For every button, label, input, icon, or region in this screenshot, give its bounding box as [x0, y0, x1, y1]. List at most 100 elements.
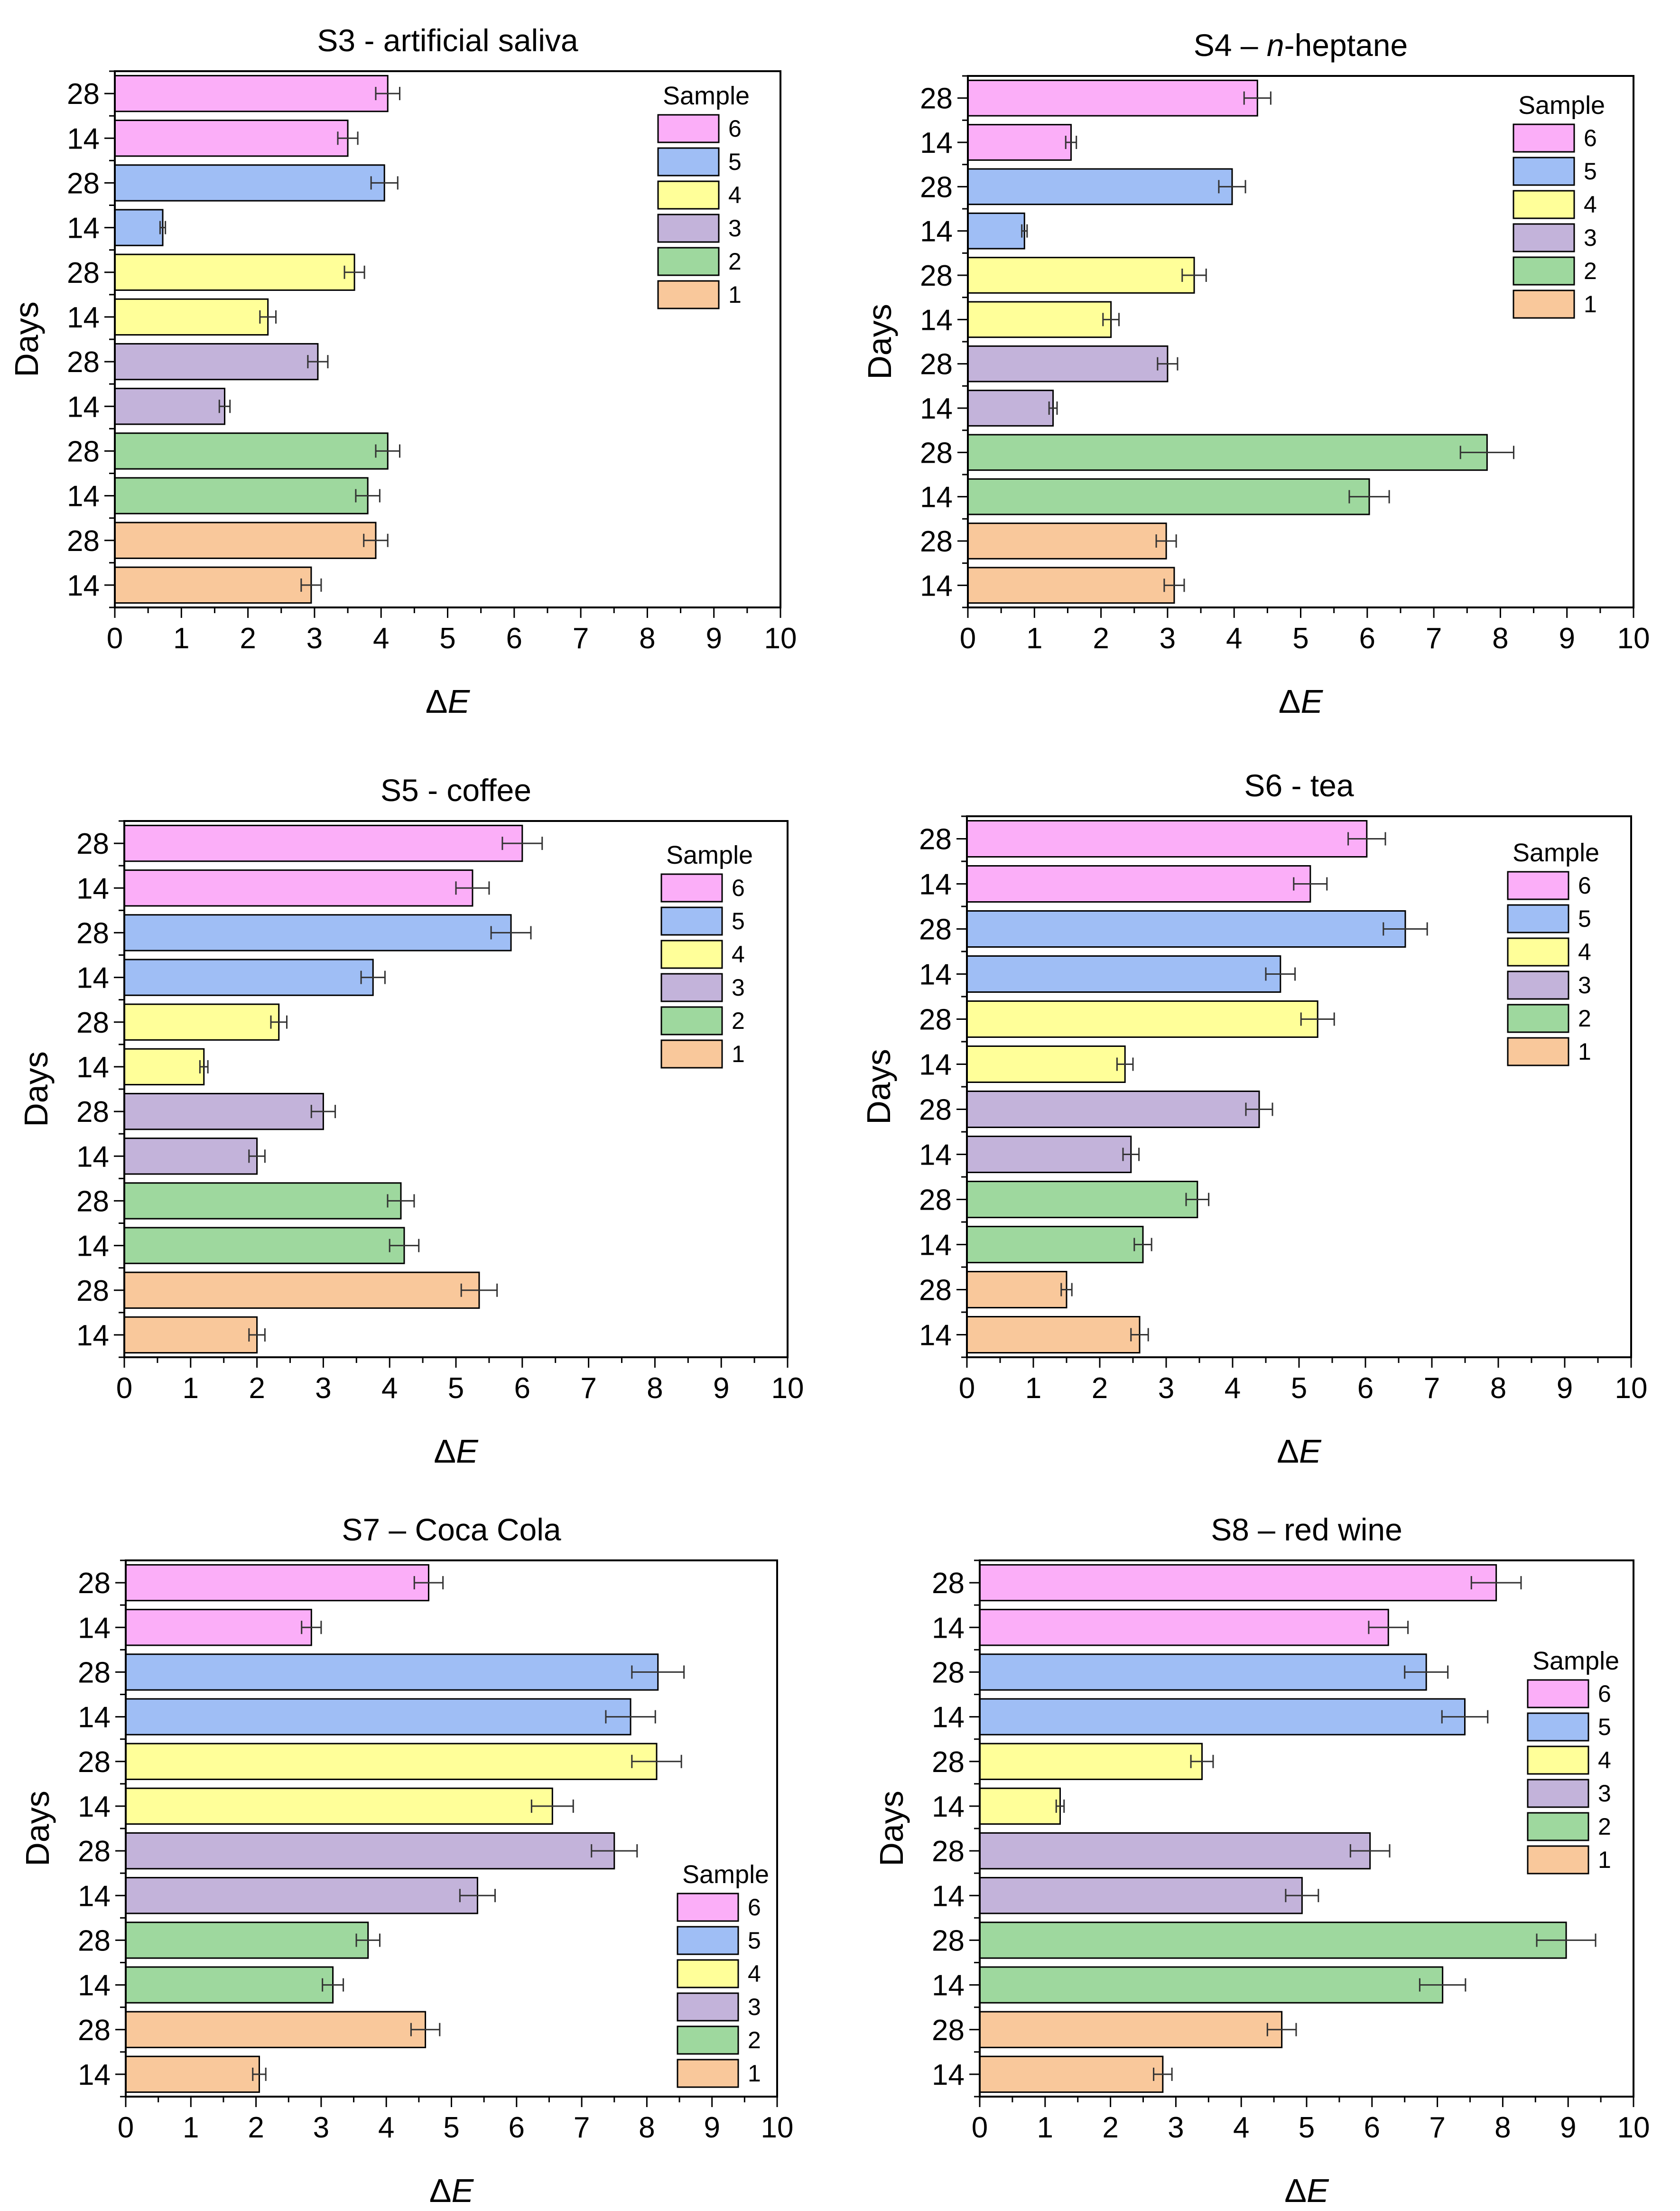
y-tick-label: 28 [932, 1656, 965, 1689]
bar [967, 301, 1112, 338]
x-tick-label: 0 [118, 2111, 134, 2144]
bar [967, 345, 1169, 382]
y-tick-label: 14 [932, 1969, 965, 2002]
bar [123, 1092, 324, 1130]
bar [966, 1000, 1318, 1038]
x-axis-label-var: E [1307, 2172, 1329, 2209]
bar [979, 1698, 1466, 1735]
x-axis-label-var: E [456, 1433, 479, 1470]
bar [966, 820, 1368, 858]
y-tick-label: 28 [920, 437, 953, 469]
legend-swatch [657, 214, 720, 243]
legend-swatch [657, 147, 720, 177]
legend-swatch [677, 2059, 739, 2088]
x-tick-label: 8 [1490, 1372, 1506, 1405]
y-axis-label: Days [18, 1051, 55, 1127]
legend-label: 4 [1584, 191, 1597, 218]
bar [123, 914, 512, 952]
legend: Sample 6 5 4 3 2 1 [660, 841, 753, 1069]
bar [979, 1877, 1303, 1914]
bar [123, 1003, 280, 1041]
y-tick-label: 14 [920, 127, 953, 159]
bar [966, 865, 1311, 903]
chart-1: S3 - artificial saliva281428142814281428… [8, 23, 797, 720]
y-tick-label: 14 [76, 1140, 109, 1173]
x-tick-label: 9 [1559, 622, 1575, 655]
x-axis-label-prefix: Δ [1284, 2172, 1307, 2209]
bar [114, 566, 312, 604]
x-tick-label: 6 [514, 1372, 530, 1405]
x-tick-label: 8 [1494, 2111, 1511, 2144]
y-tick-label: 28 [78, 1924, 111, 1957]
x-tick-label: 1 [1025, 1372, 1041, 1405]
bar [114, 120, 349, 157]
y-tick-label: 28 [78, 2014, 111, 2047]
y-tick-label: 28 [76, 1275, 109, 1307]
x-tick-label: 6 [506, 622, 522, 655]
x-tick-label: 3 [315, 1372, 331, 1405]
x-axis-label-prefix: Δ [429, 2172, 452, 2209]
bar [125, 1787, 553, 1825]
y-tick-label: 28 [932, 2014, 965, 2047]
y-tick-label: 14 [932, 1791, 965, 1823]
x-axis-label-prefix: Δ [1277, 1433, 1299, 1470]
y-tick-label: 28 [76, 1096, 109, 1129]
legend-label: 5 [1584, 158, 1597, 185]
legend-swatch [1507, 871, 1569, 900]
legend-swatch [1507, 1004, 1569, 1033]
y-tick-label: 14 [67, 301, 100, 334]
legend-label: 2 [1584, 258, 1597, 284]
chart-title-main: S3 - artificial saliva [317, 23, 578, 58]
x-tick-label: 9 [704, 2111, 720, 2144]
legend-title: Sample [666, 841, 753, 869]
y-tick-label: 28 [932, 1746, 965, 1779]
x-axis-label-prefix: Δ [1279, 683, 1301, 720]
bar [979, 1922, 1567, 1959]
chart-title-main: S5 - coffee [381, 773, 531, 808]
y-tick-label: 14 [67, 391, 100, 423]
chart-title-tail: -heptane [1284, 28, 1408, 63]
legend-label: 2 [732, 1008, 745, 1034]
y-tick-label: 28 [67, 257, 100, 289]
x-tick-label: 7 [580, 1372, 596, 1405]
legend-label: 6 [732, 875, 745, 901]
y-tick-label: 14 [932, 2059, 965, 2091]
x-axis-label: ΔE [1279, 683, 1324, 720]
chart-title: S4 – n-heptane [1194, 28, 1408, 63]
chart-title-main: S7 – Coca Cola [342, 1512, 561, 1547]
y-tick-label: 14 [919, 1049, 952, 1082]
bar [123, 1227, 405, 1264]
legend-label: 1 [732, 1041, 745, 1067]
x-tick-label: 6 [1359, 622, 1375, 655]
y-tick-label: 28 [932, 1924, 965, 1957]
x-tick-label: 6 [1364, 2111, 1380, 2144]
legend: Sample 6 5 4 3 2 1 [677, 1860, 769, 2088]
y-tick-label: 14 [919, 868, 952, 901]
legend-label: 3 [1598, 1780, 1611, 1807]
x-tick-label: 9 [1557, 1372, 1573, 1405]
legend-swatch [677, 2025, 739, 2055]
bar [967, 257, 1195, 294]
y-tick-label: 14 [67, 212, 100, 245]
bar [966, 1045, 1126, 1083]
y-tick-label: 28 [67, 78, 100, 111]
chart-title: S6 - tea [1244, 768, 1354, 803]
legend-label: 5 [732, 908, 745, 934]
legend-swatch [1513, 157, 1575, 186]
bar [123, 1271, 480, 1309]
x-tick-label: 7 [1426, 622, 1442, 655]
x-tick-label: 4 [1233, 2111, 1249, 2144]
legend-label: 4 [1578, 939, 1591, 965]
legend-swatch [1527, 1712, 1589, 1742]
x-tick-label: 8 [639, 2111, 655, 2144]
x-tick-label: 4 [381, 1372, 398, 1405]
x-tick-label: 5 [1299, 2111, 1315, 2144]
y-tick-label: 28 [78, 1656, 111, 1689]
legend-swatch [1513, 256, 1575, 286]
x-tick-label: 8 [1492, 622, 1508, 655]
bar [123, 1048, 205, 1086]
y-tick-label: 28 [920, 171, 953, 204]
y-tick-label: 28 [67, 435, 100, 468]
x-tick-label: 10 [764, 622, 797, 655]
